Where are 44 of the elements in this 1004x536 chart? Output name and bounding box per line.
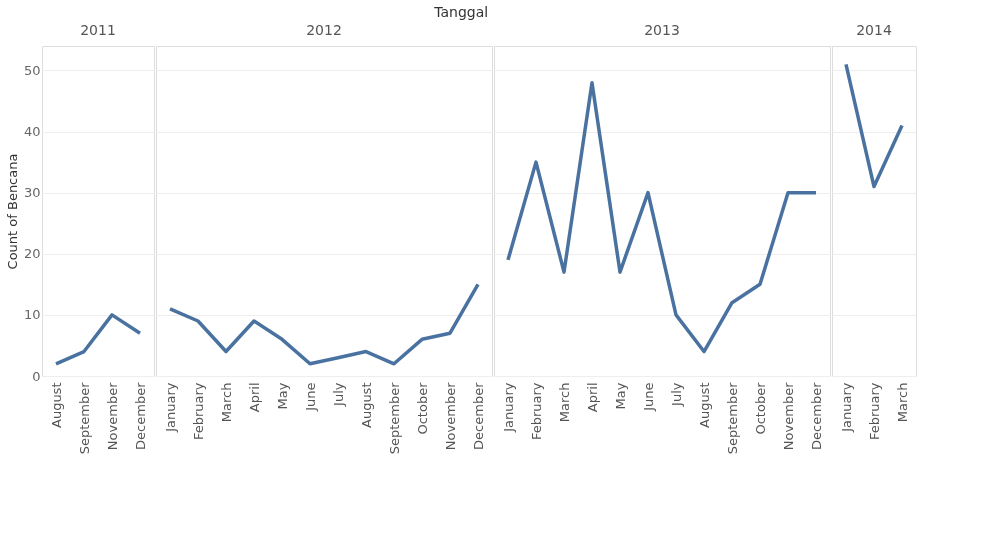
x-tick-label: December bbox=[132, 381, 148, 450]
x-tick-label: May bbox=[274, 382, 290, 410]
x-tick-label: December bbox=[470, 381, 486, 450]
x-tick-label: June bbox=[302, 382, 318, 412]
x-tick-label: October bbox=[752, 381, 768, 435]
x-tick-label: March bbox=[556, 382, 572, 423]
x-tick-label: January bbox=[162, 382, 178, 433]
x-tick-label: September bbox=[386, 381, 402, 455]
y-tick-label: 0 bbox=[32, 368, 41, 384]
x-tick-label: April bbox=[584, 382, 600, 413]
x-tick-label: June bbox=[640, 382, 656, 412]
x-tick-label: December bbox=[808, 381, 824, 450]
chart-title: 2012 bbox=[306, 22, 342, 38]
x-tick-label: February bbox=[190, 382, 206, 441]
x-tick-label: July bbox=[668, 382, 684, 407]
x-tick-label: January bbox=[838, 382, 854, 433]
x-tick-label: September bbox=[76, 381, 92, 455]
x-tick-label: January bbox=[500, 382, 516, 433]
x-tick-label: February bbox=[528, 382, 544, 441]
line-series bbox=[54, 313, 142, 366]
x-tick-label: October bbox=[414, 381, 430, 435]
x-tick-label: August bbox=[696, 382, 712, 428]
y-tick-label: 10 bbox=[23, 307, 41, 323]
y-tick-label: 40 bbox=[23, 124, 41, 140]
y-tick-label: 50 bbox=[23, 62, 41, 78]
x-tick-label: September bbox=[724, 381, 740, 455]
y-tick-label: 20 bbox=[23, 246, 41, 262]
x-tick-label: May bbox=[612, 382, 628, 410]
chart-title: 2014 bbox=[856, 22, 892, 38]
x-tick-label: March bbox=[218, 382, 234, 423]
x-tick-label: August bbox=[358, 382, 374, 428]
x-tick-label: November bbox=[780, 381, 796, 451]
y-axis-title: Count of Bencana bbox=[4, 153, 20, 270]
x-tick-label: February bbox=[866, 382, 882, 441]
y-tick-label: 30 bbox=[23, 185, 41, 201]
x-tick-label: August bbox=[48, 382, 64, 428]
x-tick-label: March bbox=[894, 382, 910, 423]
x-tick-label: April bbox=[246, 382, 262, 413]
chart-title: 2013 bbox=[644, 22, 680, 38]
x-tick-label: November bbox=[442, 381, 458, 451]
x-tick-label: July bbox=[330, 382, 346, 407]
text: Tanggal bbox=[433, 3, 489, 20]
chart-title: 2011 bbox=[80, 22, 116, 38]
x-tick-label: November bbox=[104, 381, 120, 451]
